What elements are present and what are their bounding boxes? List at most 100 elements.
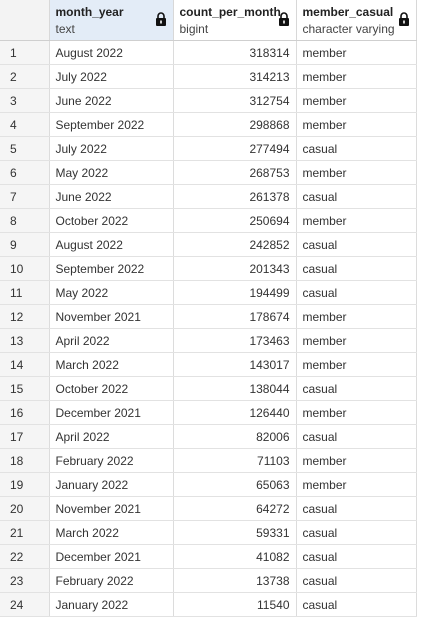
column-header-month-year[interactable]: month_year text: [49, 0, 174, 41]
cell-member-casual[interactable]: member: [296, 160, 417, 185]
row-number[interactable]: 8: [0, 208, 50, 233]
cell-member-casual[interactable]: casual: [296, 232, 417, 257]
cell-count-per-month[interactable]: 71103: [173, 448, 297, 473]
cell-month-year[interactable]: October 2022: [49, 208, 174, 233]
table-row[interactable]: 3 June 2022 312754 member: [0, 88, 417, 113]
cell-count-per-month[interactable]: 268753: [173, 160, 297, 185]
cell-count-per-month[interactable]: 318314: [173, 40, 297, 65]
table-row[interactable]: 23 February 2022 13738 casual: [0, 568, 417, 593]
row-number[interactable]: 6: [0, 160, 50, 185]
table-row[interactable]: 20 November 2021 64272 casual: [0, 496, 417, 521]
table-row[interactable]: 7 June 2022 261378 casual: [0, 184, 417, 209]
table-row[interactable]: 14 March 2022 143017 member: [0, 352, 417, 377]
cell-member-casual[interactable]: casual: [296, 544, 417, 569]
row-number[interactable]: 18: [0, 448, 50, 473]
cell-count-per-month[interactable]: 13738: [173, 568, 297, 593]
cell-month-year[interactable]: May 2022: [49, 160, 174, 185]
table-row[interactable]: 1 August 2022 318314 member: [0, 40, 417, 65]
cell-member-casual[interactable]: casual: [296, 256, 417, 281]
cell-month-year[interactable]: March 2022: [49, 352, 174, 377]
cell-member-casual[interactable]: casual: [296, 136, 417, 161]
table-row[interactable]: 21 March 2022 59331 casual: [0, 520, 417, 545]
table-row[interactable]: 13 April 2022 173463 member: [0, 328, 417, 353]
row-number[interactable]: 21: [0, 520, 50, 545]
cell-month-year[interactable]: September 2022: [49, 256, 174, 281]
table-row[interactable]: 22 December 2021 41082 casual: [0, 544, 417, 569]
row-number[interactable]: 16: [0, 400, 50, 425]
cell-member-casual[interactable]: member: [296, 208, 417, 233]
table-row[interactable]: 17 April 2022 82006 casual: [0, 424, 417, 449]
cell-month-year[interactable]: June 2022: [49, 184, 174, 209]
cell-member-casual[interactable]: casual: [296, 520, 417, 545]
row-number[interactable]: 12: [0, 304, 50, 329]
cell-count-per-month[interactable]: 314213: [173, 64, 297, 89]
cell-month-year[interactable]: February 2022: [49, 568, 174, 593]
cell-member-casual[interactable]: member: [296, 472, 417, 497]
table-row[interactable]: 2 July 2022 314213 member: [0, 64, 417, 89]
cell-member-casual[interactable]: casual: [296, 496, 417, 521]
row-number[interactable]: 11: [0, 280, 50, 305]
table-row[interactable]: 18 February 2022 71103 member: [0, 448, 417, 473]
cell-member-casual[interactable]: member: [296, 40, 417, 65]
row-number[interactable]: 5: [0, 136, 50, 161]
row-number[interactable]: 10: [0, 256, 50, 281]
cell-month-year[interactable]: March 2022: [49, 520, 174, 545]
row-number[interactable]: 2: [0, 64, 50, 89]
cell-count-per-month[interactable]: 11540: [173, 592, 297, 617]
cell-member-casual[interactable]: member: [296, 448, 417, 473]
row-number[interactable]: 22: [0, 544, 50, 569]
cell-count-per-month[interactable]: 64272: [173, 496, 297, 521]
row-number[interactable]: 1: [0, 40, 50, 65]
cell-member-casual[interactable]: member: [296, 64, 417, 89]
cell-count-per-month[interactable]: 173463: [173, 328, 297, 353]
cell-month-year[interactable]: May 2022: [49, 280, 174, 305]
cell-count-per-month[interactable]: 250694: [173, 208, 297, 233]
cell-month-year[interactable]: April 2022: [49, 328, 174, 353]
cell-member-casual[interactable]: member: [296, 88, 417, 113]
row-number[interactable]: 9: [0, 232, 50, 257]
cell-member-casual[interactable]: casual: [296, 376, 417, 401]
row-number[interactable]: 24: [0, 592, 50, 617]
cell-month-year[interactable]: January 2022: [49, 472, 174, 497]
table-row[interactable]: 10 September 2022 201343 casual: [0, 256, 417, 281]
row-number[interactable]: 13: [0, 328, 50, 353]
cell-count-per-month[interactable]: 41082: [173, 544, 297, 569]
cell-member-casual[interactable]: member: [296, 112, 417, 137]
cell-month-year[interactable]: November 2021: [49, 496, 174, 521]
row-number[interactable]: 20: [0, 496, 50, 521]
table-row[interactable]: 19 January 2022 65063 member: [0, 472, 417, 497]
cell-count-per-month[interactable]: 194499: [173, 280, 297, 305]
cell-count-per-month[interactable]: 242852: [173, 232, 297, 257]
row-number[interactable]: 4: [0, 112, 50, 137]
cell-member-casual[interactable]: casual: [296, 424, 417, 449]
cell-month-year[interactable]: September 2022: [49, 112, 174, 137]
cell-month-year[interactable]: August 2022: [49, 232, 174, 257]
row-number[interactable]: 17: [0, 424, 50, 449]
cell-count-per-month[interactable]: 298868: [173, 112, 297, 137]
cell-count-per-month[interactable]: 138044: [173, 376, 297, 401]
cell-member-casual[interactable]: casual: [296, 184, 417, 209]
row-number[interactable]: 7: [0, 184, 50, 209]
cell-count-per-month[interactable]: 143017: [173, 352, 297, 377]
column-header-count-per-month[interactable]: count_per_month bigint: [173, 0, 297, 41]
column-header-member-casual[interactable]: member_casual character varying: [296, 0, 417, 41]
cell-count-per-month[interactable]: 126440: [173, 400, 297, 425]
row-number[interactable]: 15: [0, 376, 50, 401]
cell-month-year[interactable]: November 2021: [49, 304, 174, 329]
cell-month-year[interactable]: December 2021: [49, 544, 174, 569]
cell-count-per-month[interactable]: 178674: [173, 304, 297, 329]
table-row[interactable]: 6 May 2022 268753 member: [0, 160, 417, 185]
cell-month-year[interactable]: April 2022: [49, 424, 174, 449]
row-number[interactable]: 3: [0, 88, 50, 113]
cell-count-per-month[interactable]: 59331: [173, 520, 297, 545]
table-row[interactable]: 8 October 2022 250694 member: [0, 208, 417, 233]
table-row[interactable]: 4 September 2022 298868 member: [0, 112, 417, 137]
cell-member-casual[interactable]: member: [296, 328, 417, 353]
cell-month-year[interactable]: February 2022: [49, 448, 174, 473]
cell-count-per-month[interactable]: 82006: [173, 424, 297, 449]
cell-member-casual[interactable]: member: [296, 304, 417, 329]
table-row[interactable]: 16 December 2021 126440 member: [0, 400, 417, 425]
table-row[interactable]: 9 August 2022 242852 casual: [0, 232, 417, 257]
cell-month-year[interactable]: June 2022: [49, 88, 174, 113]
cell-member-casual[interactable]: casual: [296, 280, 417, 305]
